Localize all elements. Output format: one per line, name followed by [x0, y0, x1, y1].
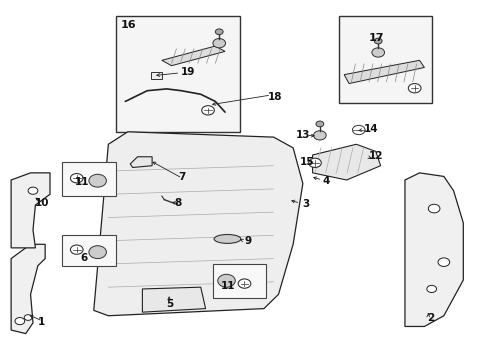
Ellipse shape — [214, 234, 241, 243]
Bar — [212, 264, 266, 298]
Text: 4: 4 — [322, 176, 329, 185]
Text: 15: 15 — [299, 157, 313, 167]
Circle shape — [28, 187, 38, 194]
Text: 1: 1 — [38, 317, 45, 327]
Text: 17: 17 — [368, 33, 383, 43]
Bar — [151, 72, 162, 79]
Circle shape — [313, 131, 325, 140]
Circle shape — [308, 158, 321, 167]
Circle shape — [371, 48, 384, 57]
Circle shape — [238, 279, 250, 288]
Polygon shape — [404, 173, 462, 327]
Polygon shape — [162, 46, 224, 66]
Bar — [339, 16, 431, 103]
Polygon shape — [130, 157, 152, 167]
Circle shape — [426, 285, 436, 293]
Text: 3: 3 — [301, 199, 308, 209]
Text: 11: 11 — [221, 281, 235, 291]
Text: 19: 19 — [181, 67, 195, 77]
Circle shape — [24, 315, 32, 320]
Polygon shape — [11, 173, 50, 248]
Circle shape — [315, 121, 323, 127]
Circle shape — [215, 29, 223, 35]
Circle shape — [70, 174, 83, 183]
Text: 7: 7 — [178, 172, 185, 182]
Circle shape — [201, 106, 214, 115]
Text: 16: 16 — [120, 20, 136, 30]
Circle shape — [437, 258, 449, 266]
Polygon shape — [94, 132, 302, 316]
Circle shape — [217, 274, 235, 287]
Circle shape — [352, 125, 365, 135]
Circle shape — [212, 39, 225, 48]
Circle shape — [373, 38, 381, 44]
Text: 9: 9 — [244, 235, 251, 246]
Circle shape — [70, 245, 83, 254]
Text: 2: 2 — [426, 313, 433, 323]
Polygon shape — [312, 144, 380, 180]
Text: 10: 10 — [34, 198, 49, 208]
Text: 14: 14 — [363, 125, 378, 135]
Circle shape — [89, 246, 106, 258]
Polygon shape — [344, 60, 424, 84]
Text: 12: 12 — [368, 151, 382, 161]
Circle shape — [407, 84, 420, 93]
Text: 11: 11 — [75, 177, 90, 186]
Text: 13: 13 — [295, 130, 309, 140]
Circle shape — [89, 174, 106, 187]
Circle shape — [427, 204, 439, 213]
Text: 6: 6 — [81, 253, 88, 264]
Text: 5: 5 — [165, 299, 173, 309]
Text: 8: 8 — [174, 198, 181, 208]
Bar — [62, 162, 116, 196]
Polygon shape — [11, 244, 45, 334]
Polygon shape — [142, 287, 205, 312]
Text: 18: 18 — [267, 92, 282, 102]
Circle shape — [15, 318, 25, 325]
Bar — [62, 235, 116, 266]
Bar — [116, 16, 239, 132]
